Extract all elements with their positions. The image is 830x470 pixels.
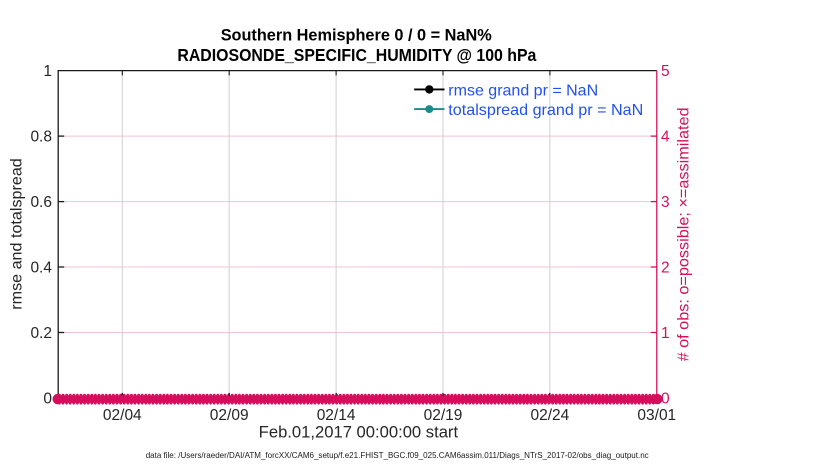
svg-text:1: 1 bbox=[43, 63, 52, 80]
svg-text:0.2: 0.2 bbox=[30, 325, 52, 342]
svg-text:rmse grand pr = NaN: rmse grand pr = NaN bbox=[448, 83, 598, 100]
svg-text:0: 0 bbox=[661, 391, 670, 408]
svg-text:3: 3 bbox=[661, 194, 670, 211]
svg-text:02/24: 02/24 bbox=[531, 407, 570, 424]
svg-text:02/04: 02/04 bbox=[103, 407, 142, 424]
svg-text:0: 0 bbox=[43, 391, 52, 408]
svg-text:data file: /Users/raeder/DAI/A: data file: /Users/raeder/DAI/ATM_forcXX/… bbox=[146, 450, 650, 460]
svg-text:4: 4 bbox=[661, 129, 670, 146]
svg-text:5: 5 bbox=[661, 63, 670, 80]
svg-text:03/01: 03/01 bbox=[637, 407, 676, 424]
svg-text:totalspread grand pr = NaN: totalspread grand pr = NaN bbox=[448, 102, 643, 119]
svg-text:02/14: 02/14 bbox=[317, 407, 356, 424]
svg-text:0.8: 0.8 bbox=[30, 129, 52, 146]
svg-text:0.4: 0.4 bbox=[30, 260, 52, 277]
svg-text:Southern Hemisphere 0 / 0 = Na: Southern Hemisphere 0 / 0 = NaN% bbox=[221, 27, 493, 45]
svg-text:# of obs: o=possible; ×=assimi: # of obs: o=possible; ×=assimilated bbox=[676, 107, 693, 361]
svg-text:02/09: 02/09 bbox=[210, 407, 249, 424]
svg-text:02/19: 02/19 bbox=[424, 407, 463, 424]
svg-text:Feb.01,2017 00:00:00 start: Feb.01,2017 00:00:00 start bbox=[259, 423, 459, 441]
svg-text:1: 1 bbox=[661, 325, 670, 342]
svg-text:0.6: 0.6 bbox=[30, 194, 52, 211]
svg-text:2: 2 bbox=[661, 260, 670, 277]
svg-text:RADIOSONDE_SPECIFIC_HUMIDITY @: RADIOSONDE_SPECIFIC_HUMIDITY @ 100 hPa bbox=[177, 45, 536, 65]
svg-text:rmse and totalspread: rmse and totalspread bbox=[9, 158, 26, 309]
